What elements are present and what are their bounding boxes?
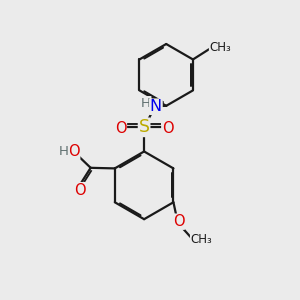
Text: O: O [74,183,85,198]
Text: CH₃: CH₃ [190,232,212,246]
Text: O: O [172,214,184,229]
Text: S: S [139,118,150,136]
Text: N: N [150,99,162,114]
Text: H: H [141,97,151,110]
Text: O: O [115,121,126,136]
Text: CH₃: CH₃ [209,41,231,55]
Text: O: O [68,144,80,159]
Text: O: O [162,121,173,136]
Text: H: H [59,145,69,158]
